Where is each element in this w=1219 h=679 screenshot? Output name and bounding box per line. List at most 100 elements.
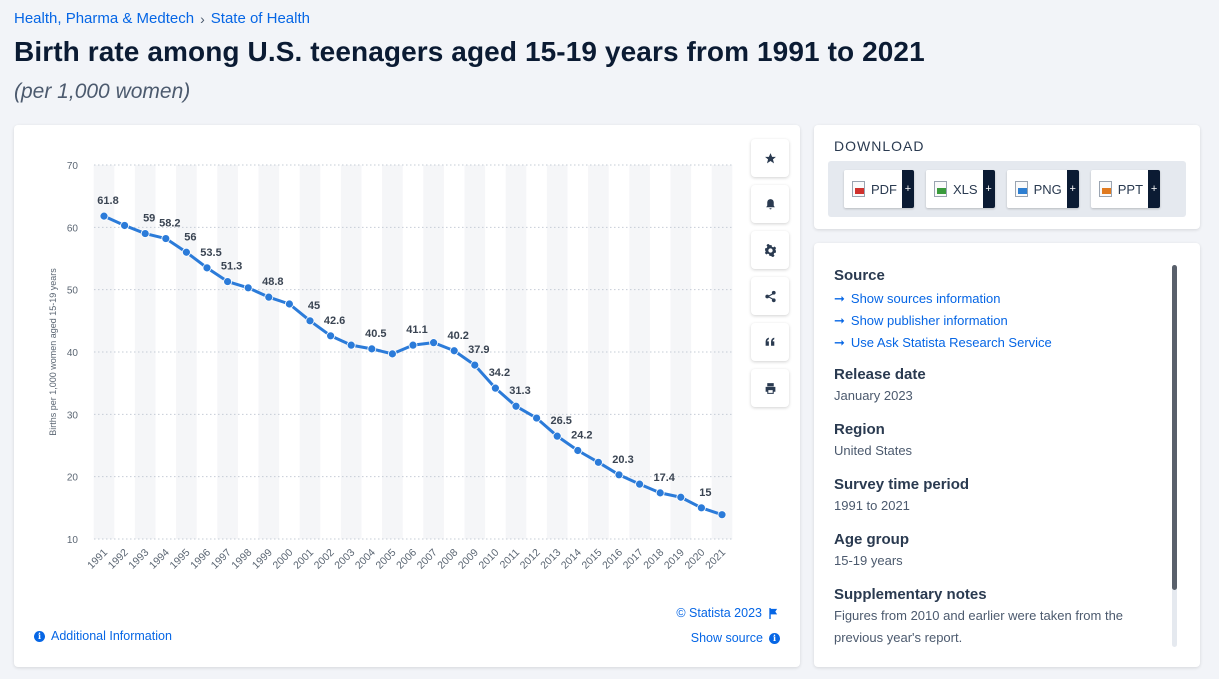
y-axis-label: Births per 1,000 women aged 15-19 years [48, 268, 58, 436]
data-point-2012 [532, 413, 541, 423]
data-label-1994: 58.2 [159, 218, 180, 230]
x-tick-label: 1993 [126, 547, 151, 572]
ask-statista-link[interactable]: ➞ Use Ask Statista Research Service [834, 333, 1164, 352]
download-xls-plus[interactable]: + [982, 170, 995, 208]
download-pdf-plus[interactable]: + [902, 170, 914, 208]
breadcrumb-current-link[interactable]: State of Health [210, 10, 310, 27]
data-label-2008: 40.2 [447, 330, 468, 342]
region-heading: Region [834, 421, 885, 438]
settings-button[interactable] [751, 231, 789, 269]
line-chart: 10 20 30 40 50 60 70 Births per 1,000 women age… [48, 161, 733, 572]
additional-information-label: Additional Information [51, 629, 172, 643]
data-point-1993 [140, 229, 150, 238]
share-icon [764, 290, 776, 302]
data-point-2010 [490, 383, 500, 393]
png-file-icon [1014, 181, 1028, 197]
age-group-value: 15-19 years [834, 553, 903, 568]
data-label-2004: 40.5 [365, 328, 386, 340]
pdf-file-icon [852, 181, 865, 197]
breadcrumb-parent-link[interactable]: Health, Pharma & Medtech [14, 10, 195, 27]
data-point-1997 [223, 277, 233, 286]
chart-column-stripe [505, 165, 527, 539]
data-point-1999 [264, 292, 274, 302]
data-label-2013: 26.5 [550, 415, 571, 427]
x-tick-label: 1992 [106, 547, 131, 572]
data-label-1997: 51.3 [221, 261, 242, 273]
chart-column-stripe [423, 165, 444, 539]
data-label-1999: 48.8 [262, 276, 283, 288]
data-label-2020: 15 [699, 487, 711, 499]
supplementary-notes-section: Supplementary notes Figures from 2010 an… [834, 586, 1164, 649]
data-point-2001 [305, 316, 315, 326]
y-tick-label: 70 [67, 161, 79, 172]
download-png-button[interactable]: PNG + [1006, 170, 1079, 208]
download-ppt-button[interactable]: PPT + [1090, 170, 1161, 208]
show-sources-link[interactable]: ➞ Show sources information [834, 289, 1164, 308]
additional-information-link[interactable]: i Additional Information [34, 629, 172, 643]
download-ppt-plus[interactable]: + [1148, 170, 1161, 208]
statista-copyright: © Statista 2023 [676, 606, 778, 620]
download-png-plus[interactable]: + [1066, 170, 1079, 208]
data-label-2009: 37.9 [468, 344, 489, 356]
notification-button[interactable] [751, 185, 789, 223]
source-section: Source ➞ Show sources information ➞ Show p… [834, 267, 1164, 352]
age-group-heading: Age group [834, 531, 909, 548]
data-point-1996 [202, 263, 212, 273]
show-source-link[interactable]: Show source i [691, 631, 780, 645]
show-publisher-link[interactable]: ➞ Show publisher information [834, 311, 1164, 330]
x-tick-label: 2007 [415, 547, 440, 572]
chart-column-stripe [629, 165, 650, 539]
data-point-2000 [284, 299, 294, 309]
download-pdf-main: PDF [844, 170, 902, 208]
x-tick-label: 1995 [168, 547, 193, 572]
y-tick-label: 40 [67, 348, 79, 359]
data-point-2007 [429, 338, 439, 348]
x-tick-label: 2021 [703, 547, 728, 572]
info-body: Source ➞ Show sources information ➞ Show p… [834, 267, 1164, 663]
arrow-right-icon: ➞ [834, 312, 845, 328]
data-point-1998 [243, 283, 253, 293]
chart-column-stripe [546, 165, 568, 539]
data-point-1991 [99, 211, 109, 221]
y-tick-label: 50 [67, 286, 79, 297]
x-tick-label: 2003 [332, 547, 357, 572]
chart-toolbar [751, 139, 789, 407]
download-pdf-label: PDF [871, 181, 897, 197]
age-group-section: Age group 15-19 years [834, 531, 1164, 572]
survey-period-heading: Survey time period [834, 476, 970, 493]
data-point-2013 [552, 431, 562, 441]
data-label-2010: 34.2 [489, 367, 510, 379]
bell-icon [765, 198, 775, 209]
data-label-2011: 31.3 [509, 385, 530, 397]
ask-statista-label: Use Ask Statista Research Service [850, 335, 1052, 350]
info-scrollbar-thumb[interactable] [1172, 265, 1177, 590]
chart-column-stripe [134, 165, 156, 539]
download-title: DOWNLOAD [834, 138, 925, 154]
favorite-button[interactable] [751, 139, 789, 177]
x-tick-label: 2004 [353, 547, 378, 572]
download-xls-main: XLS [926, 170, 983, 208]
page-title: Birth rate among U.S. teenagers aged 15-… [14, 36, 925, 67]
x-tick-label: 2002 [312, 547, 337, 572]
share-button[interactable] [751, 277, 789, 315]
x-tick-label: 2016 [600, 547, 625, 572]
print-button[interactable] [751, 369, 789, 407]
printer-icon [765, 382, 775, 394]
page-subtitle: (per 1,000 women) [14, 80, 191, 103]
data-point-1992 [120, 221, 129, 230]
chart-column-stripe [670, 165, 692, 539]
download-xls-button[interactable]: XLS + [926, 170, 995, 208]
download-pdf-button[interactable]: PDF + [844, 170, 914, 208]
x-tick-label: 2018 [641, 547, 666, 572]
release-date-value: January 2023 [834, 388, 913, 403]
copyright-text: © Statista 2023 [676, 606, 762, 620]
cite-button[interactable] [751, 323, 789, 361]
data-point-2011 [511, 401, 521, 411]
info-scrollbar[interactable] [1172, 265, 1177, 647]
quote-icon [765, 337, 774, 346]
survey-period-section: Survey time period 1991 to 2021 [834, 476, 1164, 517]
download-ppt-label: PPT [1117, 181, 1144, 197]
download-card: DOWNLOAD PDF + XLS + PNG + [814, 125, 1200, 229]
x-tick-label: 2009 [456, 547, 481, 572]
data-point-2019 [676, 492, 686, 502]
